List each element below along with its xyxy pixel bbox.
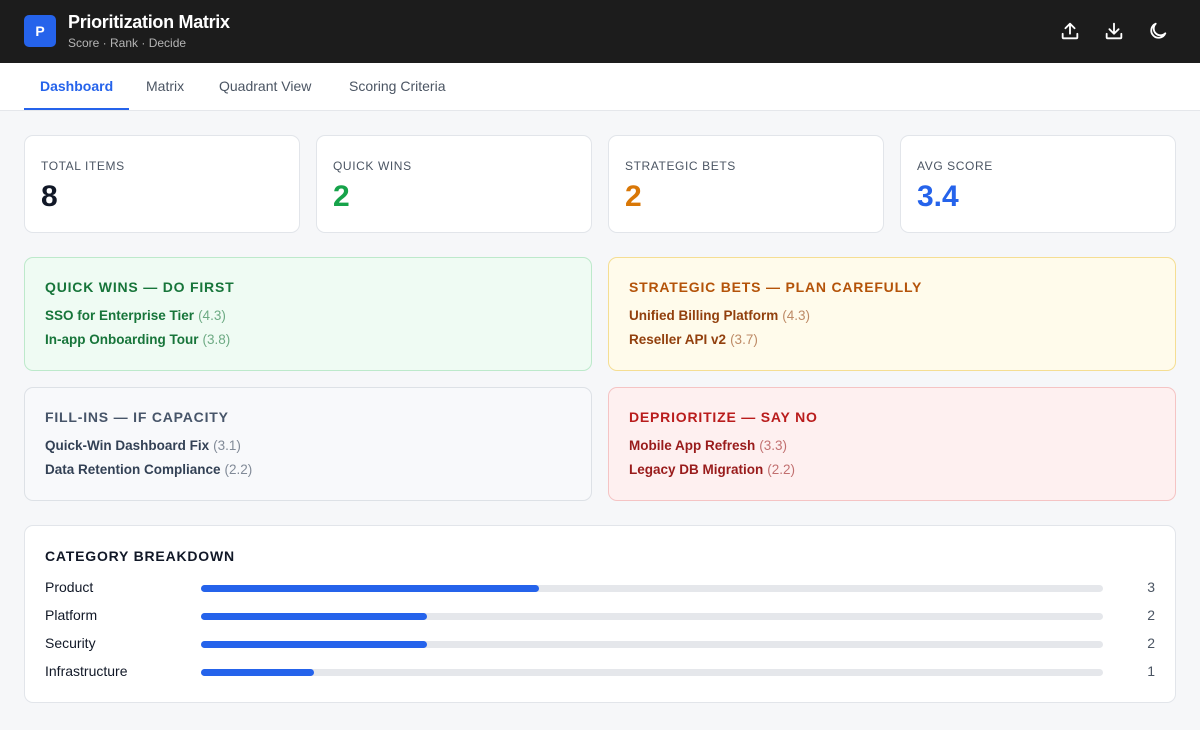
item-name: SSO for Enterprise Tier xyxy=(45,308,195,323)
category-bar xyxy=(201,613,427,620)
quadrant-item: Data Retention Compliance (2.2) xyxy=(45,462,252,477)
category-row: Platform 2 xyxy=(25,606,1175,626)
bar-track xyxy=(201,585,1103,592)
item-name: Unified Billing Platform xyxy=(629,308,779,323)
item-name: Data Retention Compliance xyxy=(45,462,221,477)
stat-card: QUICK WINS 2 xyxy=(316,135,592,233)
item-name: Legacy DB Migration xyxy=(629,462,764,477)
category-count: 2 xyxy=(1147,635,1155,651)
category-name: Infrastructure xyxy=(45,663,128,679)
item-name: Quick-Win Dashboard Fix xyxy=(45,438,210,453)
quadrant-panel: FILL-INS — IF CAPACITY Quick-Win Dashboa… xyxy=(24,387,592,501)
stat-card: AVG SCORE 3.4 xyxy=(900,135,1176,233)
tab[interactable]: Dashboard xyxy=(24,63,130,110)
category-name: Platform xyxy=(45,607,98,623)
app-subtitle: Score · Rank · Decide xyxy=(68,36,187,50)
category-row: Security 2 xyxy=(25,634,1175,654)
bar-track xyxy=(201,669,1103,676)
item-score: (3.8) xyxy=(202,332,231,347)
item-score: (3.7) xyxy=(730,332,758,347)
item-score: (2.2) xyxy=(224,462,253,477)
quadrant-title: DEPRIORITIZE — SAY NO xyxy=(629,409,818,425)
category-count: 2 xyxy=(1147,607,1155,623)
category-count: 1 xyxy=(1147,663,1155,679)
download-button[interactable] xyxy=(1103,20,1125,42)
stat-value: 2 xyxy=(625,180,642,213)
stat-label: QUICK WINS xyxy=(333,159,412,173)
category-bar xyxy=(201,641,427,648)
item-score: (4.3) xyxy=(782,308,811,323)
theme-toggle[interactable] xyxy=(1147,20,1169,42)
tab[interactable]: Matrix xyxy=(146,78,185,94)
stat-label: AVG SCORE xyxy=(917,159,993,173)
quadrant-title: STRATEGIC BETS — PLAN CAREFULLY xyxy=(629,279,923,295)
category-name: Product xyxy=(45,579,94,595)
item-name: Reseller API v2 xyxy=(629,332,727,347)
tab[interactable]: Quadrant View xyxy=(219,78,312,94)
stat-label: TOTAL ITEMS xyxy=(41,159,125,173)
app-title: Prioritization Matrix xyxy=(68,12,230,32)
item-score: (3.3) xyxy=(759,438,788,453)
tab[interactable]: Scoring Criteria xyxy=(349,78,446,94)
item-score: (3.1) xyxy=(213,438,241,453)
logo: P xyxy=(24,15,56,47)
quadrant-item: Mobile App Refresh (3.3) xyxy=(629,438,787,453)
quadrant-item: In-app Onboarding Tour (3.8) xyxy=(45,332,230,347)
stat-value: 8 xyxy=(41,180,58,213)
header: P Prioritization Matrix Score · Rank · D… xyxy=(0,0,1200,63)
quadrant-panel: STRATEGIC BETS — PLAN CAREFULLY Unified … xyxy=(608,257,1176,371)
quadrant-item: Legacy DB Migration (2.2) xyxy=(629,462,795,477)
category-count: 3 xyxy=(1147,579,1155,595)
stat-value: 2 xyxy=(333,180,350,213)
upload-button[interactable] xyxy=(1059,20,1081,42)
quadrant-item: Quick-Win Dashboard Fix (3.1) xyxy=(45,438,241,453)
bar-track xyxy=(201,613,1103,620)
quadrant-title: QUICK WINS — DO FIRST xyxy=(45,279,235,295)
quadrant-item: SSO for Enterprise Tier (4.3) xyxy=(45,308,226,323)
quadrant-title: FILL-INS — IF CAPACITY xyxy=(45,409,229,425)
stat-card: STRATEGIC BETS 2 xyxy=(608,135,884,233)
category-bar xyxy=(201,585,540,592)
stat-label: STRATEGIC BETS xyxy=(625,159,736,173)
quadrant-panel: QUICK WINS — DO FIRST SSO for Enterprise… xyxy=(24,257,592,371)
quadrant-item: Reseller API v2 (3.7) xyxy=(629,332,758,347)
bar-track xyxy=(201,641,1103,648)
category-row: Infrastructure 1 xyxy=(25,662,1175,682)
item-score: (4.3) xyxy=(198,308,226,323)
category-title: CATEGORY BREAKDOWN xyxy=(45,548,235,564)
category-bar xyxy=(201,669,314,676)
quadrant-panel: DEPRIORITIZE — SAY NO Mobile App Refresh… xyxy=(608,387,1176,501)
category-panel: CATEGORY BREAKDOWN Product 3 Platform 2 Secu… xyxy=(24,525,1176,703)
item-name: In-app Onboarding Tour xyxy=(45,332,199,347)
stat-value: 3.4 xyxy=(917,180,959,213)
category-row: Product 3 xyxy=(25,578,1175,598)
stat-card: TOTAL ITEMS 8 xyxy=(24,135,300,233)
category-name: Security xyxy=(45,635,96,651)
item-score: (2.2) xyxy=(767,462,796,477)
quadrant-item: Unified Billing Platform (4.3) xyxy=(629,308,810,323)
item-name: Mobile App Refresh xyxy=(629,438,756,453)
tab-bar: Dashboard Matrix Quadrant View Scoring C… xyxy=(0,63,1200,111)
